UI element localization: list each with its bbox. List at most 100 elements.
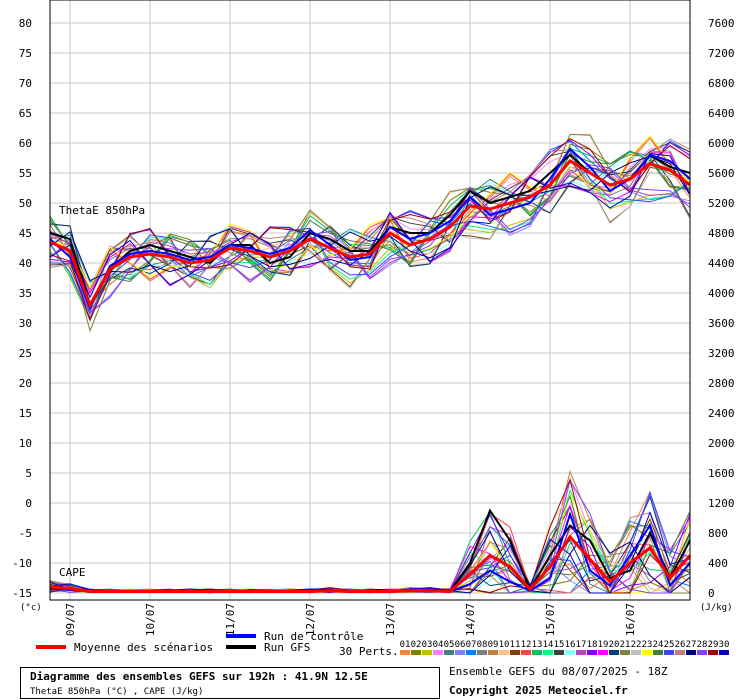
- perturbation-thetae-line: [49, 135, 691, 290]
- right-tick-label: 2800: [708, 377, 735, 390]
- perturbation-legend-label: 29: [708, 640, 719, 650]
- perturbation-thetae-line: [49, 133, 691, 333]
- perturbation-legend-swatch: [499, 650, 509, 655]
- left-tick-label: 35: [19, 287, 32, 300]
- left-axis-unit: (°c): [20, 603, 42, 613]
- left-tick-label: 20: [19, 377, 32, 390]
- run-info: Ensemble GEFS du 08/07/2025 - 18Z: [449, 665, 668, 678]
- perturbation-thetae-line: [49, 138, 691, 291]
- perturbation-legend-label: 02: [411, 640, 422, 650]
- right-tick-label: 1200: [708, 497, 735, 510]
- cape-panel-label: CAPE: [59, 566, 86, 579]
- perturbation-cape-line: [49, 526, 691, 594]
- mean-cape-line: [49, 534, 692, 594]
- perturbation-legend-swatch: [587, 650, 597, 655]
- left-tick-label: 65: [19, 107, 32, 120]
- perturbation-legend-label: 03: [422, 640, 433, 650]
- perturbation-legend-swatch: [521, 650, 531, 655]
- perturbation-legend-label: 13: [532, 640, 543, 650]
- perturbation-legend-swatch: [576, 650, 586, 655]
- right-tick-label: 2400: [708, 407, 735, 420]
- perturbation-legend-swatch: [664, 650, 674, 655]
- perturbation-legend-swatch: [554, 650, 564, 655]
- right-tick-label: 4400: [708, 257, 735, 270]
- perturbation-legend-swatch: [609, 650, 619, 655]
- right-tick-label: 7200: [708, 47, 735, 60]
- perturbation-cape-line: [49, 524, 690, 594]
- perturbation-legend-label: 23: [642, 640, 653, 650]
- right-tick-label: 4000: [708, 287, 735, 300]
- chart-title: Diagramme des ensembles GEFS sur 192h : …: [30, 670, 368, 683]
- perturbation-legend-swatch: [543, 650, 553, 655]
- perturbation-legend-label: 04: [433, 640, 444, 650]
- left-tick-label: 60: [19, 137, 32, 150]
- right-tick-label: 4800: [708, 227, 735, 240]
- left-tick-label: 10: [19, 437, 32, 450]
- perturbation-legend-swatch: [620, 650, 630, 655]
- perturbation-legend: 01 02 03 04 05 06 07 08 09 10 11 12 13 14 15 16 17 18 19 20…: [400, 640, 730, 655]
- perturbation-legend-swatch: [719, 650, 729, 655]
- perturbation-legend-label: 08: [477, 640, 488, 650]
- perturbation-legend-swatch: [653, 650, 663, 655]
- perturbation-legend-swatch: [488, 650, 498, 655]
- perturbation-legend-swatch: [444, 650, 454, 655]
- perturbation-legend-label: 21: [620, 640, 631, 650]
- gfs-thetae-line: [49, 153, 691, 308]
- perturbation-legend-swatch: [708, 650, 718, 655]
- perturbation-legend-label: 06: [455, 640, 466, 650]
- right-tick-label: 800: [708, 527, 728, 540]
- perturbation-legend-swatch: [466, 650, 476, 655]
- x-tick-label: 13/07: [384, 603, 397, 636]
- right-tick-label: 2000: [708, 437, 735, 450]
- perturbation-thetae-line: [49, 140, 691, 312]
- left-tick-label: 5: [25, 467, 32, 480]
- right-tick-label: 0: [708, 587, 715, 600]
- left-tick-label: 70: [19, 77, 32, 90]
- right-tick-label: 400: [708, 557, 728, 570]
- perturbation-legend-swatch: [411, 650, 421, 655]
- left-tick-label: 30: [19, 317, 32, 330]
- perturbation-legend-label: 30: [719, 640, 730, 650]
- perturbation-legend-swatch: [642, 650, 652, 655]
- perturbation-legend-swatch: [686, 650, 696, 655]
- perturbation-legend-label: 15: [554, 640, 565, 650]
- perturbation-legend-swatch: [400, 650, 410, 655]
- left-tick-label: 45: [19, 227, 32, 240]
- x-tick-label: 11/07: [224, 603, 237, 636]
- perturbation-thetae-line: [49, 138, 691, 322]
- perturbation-legend-label: 24: [653, 640, 664, 650]
- perturbation-legend-label: 18: [587, 640, 598, 650]
- perturbation-legend-label: 05: [444, 640, 455, 650]
- perturbation-legend-label: 19: [598, 640, 609, 650]
- left-tick-label: 50: [19, 197, 32, 210]
- left-tick-label: 0: [25, 497, 32, 510]
- perturbation-legend-label: 11: [510, 640, 521, 650]
- perturbation-legend-swatch: [477, 650, 487, 655]
- legend-gfs-label: Run GFS: [264, 641, 310, 654]
- mean-thetae-line: [49, 159, 691, 309]
- perturbation-legend-label: 22: [631, 640, 642, 650]
- chart-subtitle: ThetaE 850hPa (°C) , CAPE (J/kg): [30, 687, 203, 697]
- main-series-lines: [49, 147, 692, 594]
- right-tick-label: 7600: [708, 17, 735, 30]
- title-box: [20, 667, 440, 699]
- left-tick-label: 75: [19, 47, 32, 60]
- perturbation-cape-line: [49, 493, 691, 594]
- control-thetae-line: [49, 147, 691, 311]
- perturbation-thetae-line: [49, 151, 691, 283]
- left-tick-label: -15: [12, 587, 32, 600]
- perturbation-cape-line: [49, 469, 691, 594]
- perturbation-legend-label: 12: [521, 640, 532, 650]
- grid-lines: [50, 0, 690, 600]
- perturbation-legend-label: 20: [609, 640, 620, 650]
- perturbation-legend-swatch: [510, 650, 520, 655]
- left-tick-label: -5: [19, 527, 32, 540]
- perturbation-legend-swatch: [631, 650, 641, 655]
- right-tick-label: 6400: [708, 107, 735, 120]
- perturbation-legend-label: 07: [466, 640, 477, 650]
- left-tick-label: 40: [19, 257, 32, 270]
- right-tick-label: 5200: [708, 197, 735, 210]
- thetae-panel-label: ThetaE 850hPa: [59, 204, 145, 217]
